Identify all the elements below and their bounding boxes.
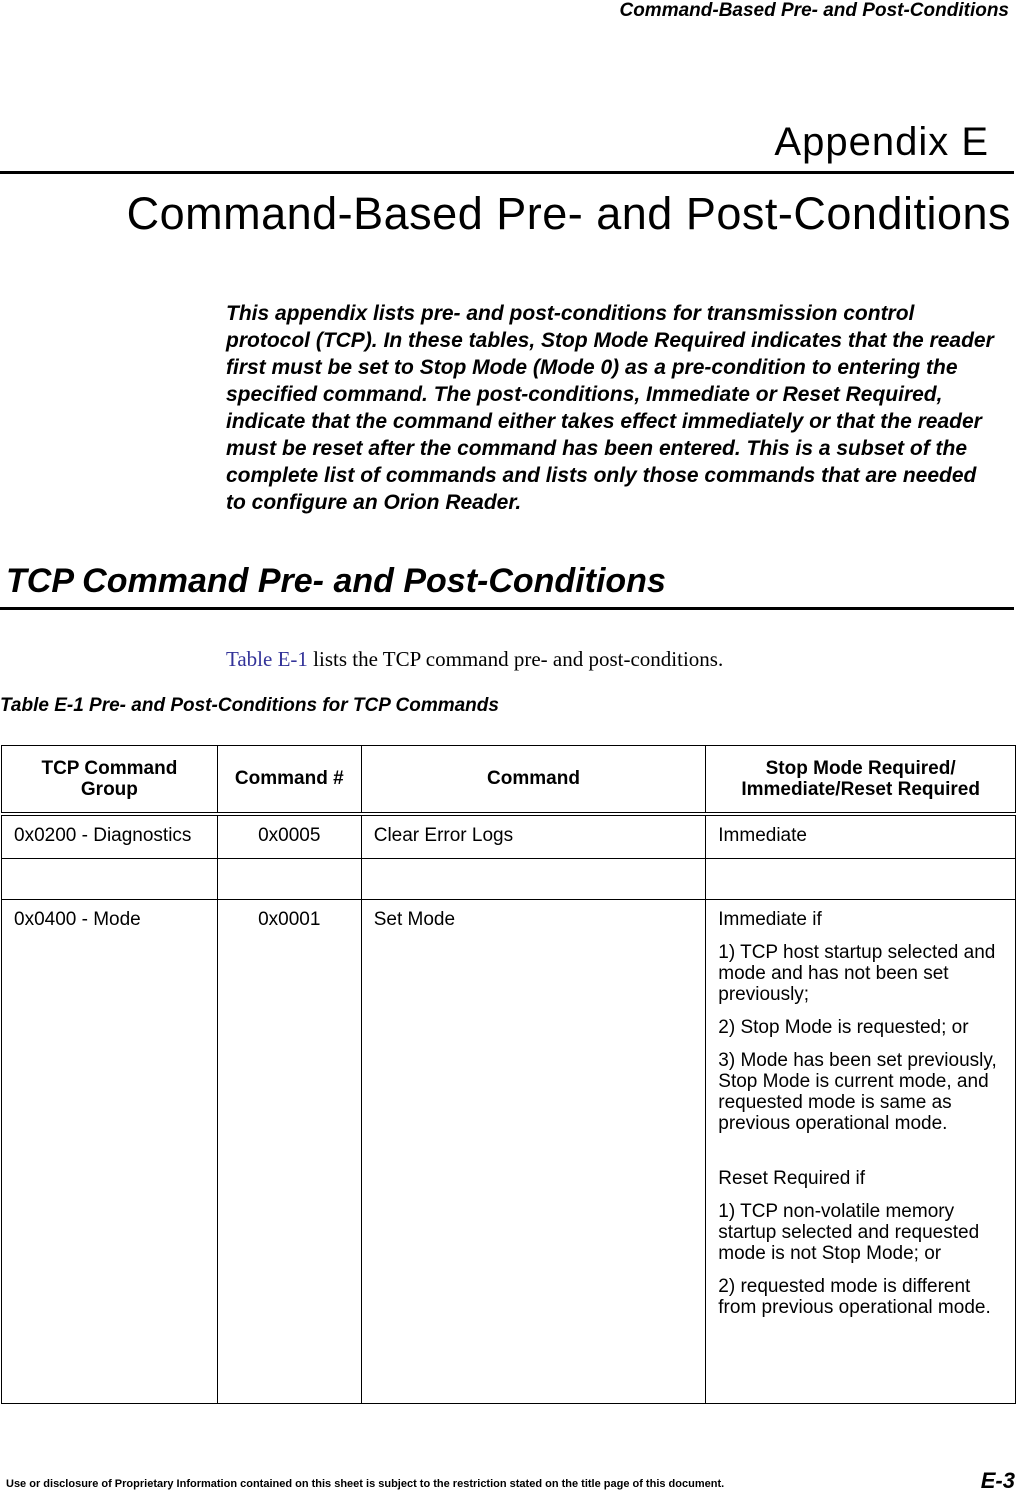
command-cell bbox=[360, 857, 707, 900]
running-header: Command-Based Pre- and Post-Conditions bbox=[619, 0, 1009, 21]
table-row: 0x0400 - Mode 0x0001 Set Mode Immediate if 1… bbox=[1, 898, 1016, 1404]
command-number-cell: 0x0005 bbox=[216, 813, 362, 859]
command-group-cell: 0x0200 - Diagnostics bbox=[1, 813, 218, 859]
reference-paragraph: Table E-1 lists the TCP command pre- and… bbox=[226, 647, 723, 672]
condition-line: 3) Mode has been set previously, Stop Mo… bbox=[718, 1049, 997, 1134]
footer-notice: Use or disclosure of Proprietary Informa… bbox=[6, 1478, 725, 1490]
column-header: Command # bbox=[216, 745, 362, 816]
condition-line: 1) TCP non-volatile memory startup selec… bbox=[718, 1200, 980, 1264]
divider bbox=[0, 171, 1014, 174]
intro-paragraph: This appendix lists pre- and post-condit… bbox=[226, 302, 994, 514]
command-group-cell bbox=[1, 857, 218, 900]
divider bbox=[0, 607, 1014, 610]
table-header-row: TCP Command Group Command # Command Stop… bbox=[1, 745, 1016, 816]
post-condition-cell: Immediate if 1) TCP host startup selected… bbox=[705, 898, 1016, 1404]
table-caption: Table E-1 Pre- and Post-Conditions for T… bbox=[0, 695, 499, 716]
reference-text: lists the TCP command pre- and post-cond… bbox=[307, 647, 724, 671]
command-number-cell: 0x0001 bbox=[216, 898, 362, 1404]
condition-line: 2) Stop Mode is requested; or bbox=[718, 1016, 969, 1038]
condition-line: Immediate bbox=[718, 824, 807, 846]
conditions-table: TCP Command Group Command # Command Stop… bbox=[1, 745, 1016, 1404]
table-link[interactable]: Table E-1 bbox=[226, 647, 308, 671]
page-title: Command-Based Pre- and Post-Conditions bbox=[126, 188, 1011, 239]
page-number: E-3 bbox=[980, 1468, 1015, 1493]
command-cell: Set Mode bbox=[360, 898, 707, 1404]
condition-line: Immediate if bbox=[718, 908, 822, 930]
column-header: Command bbox=[360, 745, 707, 816]
condition-line: 1) TCP host startup selected and mode an… bbox=[718, 941, 996, 1005]
condition-line: Reset Required if bbox=[718, 1167, 866, 1189]
command-group-cell: 0x0400 - Mode bbox=[1, 898, 218, 1404]
appendix-label: Appendix E bbox=[774, 120, 989, 164]
column-header: Stop Mode Required/ Immediate/Reset Requ… bbox=[705, 745, 1016, 816]
command-number-cell bbox=[216, 857, 362, 900]
command-cell: Clear Error Logs bbox=[360, 813, 707, 859]
post-condition-cell: Immediate bbox=[705, 813, 1016, 859]
section-heading: TCP Command Pre- and Post-Conditions bbox=[6, 562, 666, 600]
table-row bbox=[1, 857, 1016, 900]
post-condition-cell bbox=[705, 857, 1016, 900]
column-header: TCP Command Group bbox=[1, 745, 218, 816]
condition-line: 2) requested mode is different from prev… bbox=[718, 1275, 991, 1318]
table-row: 0x0200 - Diagnostics 0x0005 Clear Error Lo… bbox=[1, 813, 1016, 859]
